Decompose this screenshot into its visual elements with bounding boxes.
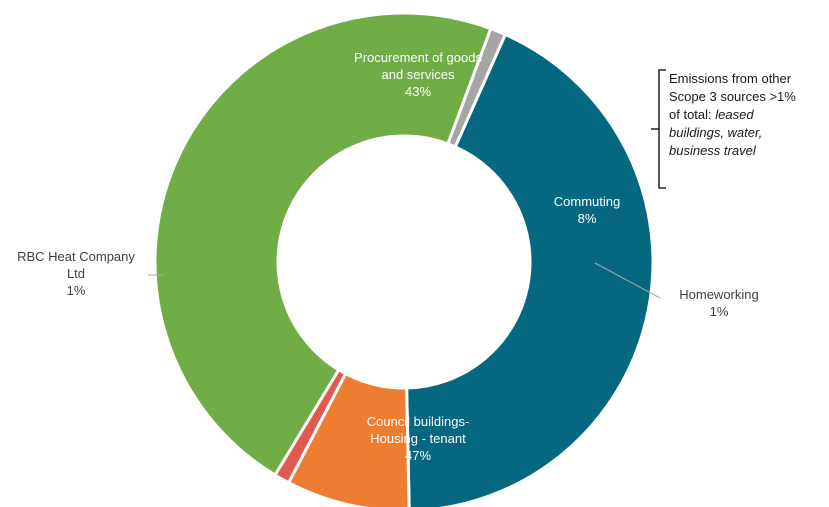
slice-council-buildings xyxy=(153,11,493,478)
annotation-line-4: buildings, water, xyxy=(669,125,763,140)
annotation-line-3: of total: leased xyxy=(669,107,754,122)
label-procurement: Procurement of goods and services 43% xyxy=(354,50,482,99)
slice-procurement xyxy=(405,32,655,507)
slice-rbc-heat xyxy=(445,26,508,149)
label-council-buildings: Council buildings- Housing - tenant 47% xyxy=(366,414,470,463)
annotation-line-2: Scope 3 sources >1% xyxy=(669,89,796,104)
scope3-annotation: Emissions from other Scope 3 sources >1%… xyxy=(669,70,829,160)
label-commuting: Commuting 8% xyxy=(553,194,621,226)
annotation-bracket xyxy=(658,69,666,189)
label-homeworking: Homeworking 1% xyxy=(679,287,759,319)
annotation-line-5: business travel xyxy=(669,143,756,158)
label-rbc-heat: RBC Heat Company Ltd 1% xyxy=(17,249,135,298)
annotation-line-1: Emissions from other xyxy=(669,71,792,86)
leader-line-homeworking xyxy=(594,262,661,299)
